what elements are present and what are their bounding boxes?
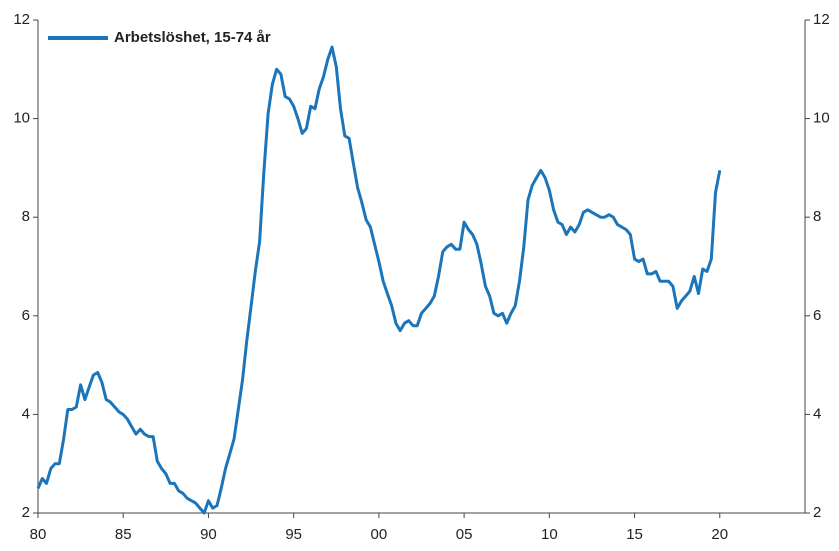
y-tick-label: 10 <box>13 110 30 127</box>
y-tick-label: 2 <box>22 504 30 521</box>
x-tick-label: 80 <box>30 526 47 543</box>
y-tick-label: 6 <box>22 307 30 324</box>
x-tick-label: 00 <box>371 526 388 543</box>
y2-tick-label: 4 <box>813 405 821 422</box>
x-tick-label: 20 <box>711 526 728 543</box>
x-tick-label: 15 <box>626 526 643 543</box>
x-tick-label: 10 <box>541 526 558 543</box>
y2-tick-label: 12 <box>813 11 830 28</box>
y2-tick-label: 8 <box>813 208 821 225</box>
series-line <box>36 45 722 515</box>
x-tick-label: 95 <box>285 526 302 543</box>
y2-tick-label: 2 <box>813 504 821 521</box>
legend-label: Arbetslöshet, 15-74 år <box>114 29 271 46</box>
x-tick-label: 90 <box>200 526 217 543</box>
y-tick-label: 4 <box>22 405 30 422</box>
x-tick-label: 05 <box>456 526 473 543</box>
y-tick-label: 12 <box>13 11 30 28</box>
y2-tick-label: 6 <box>813 307 821 324</box>
x-tick-label: 85 <box>115 526 132 543</box>
y-tick-label: 8 <box>22 208 30 225</box>
y2-tick-label: 10 <box>813 110 830 127</box>
